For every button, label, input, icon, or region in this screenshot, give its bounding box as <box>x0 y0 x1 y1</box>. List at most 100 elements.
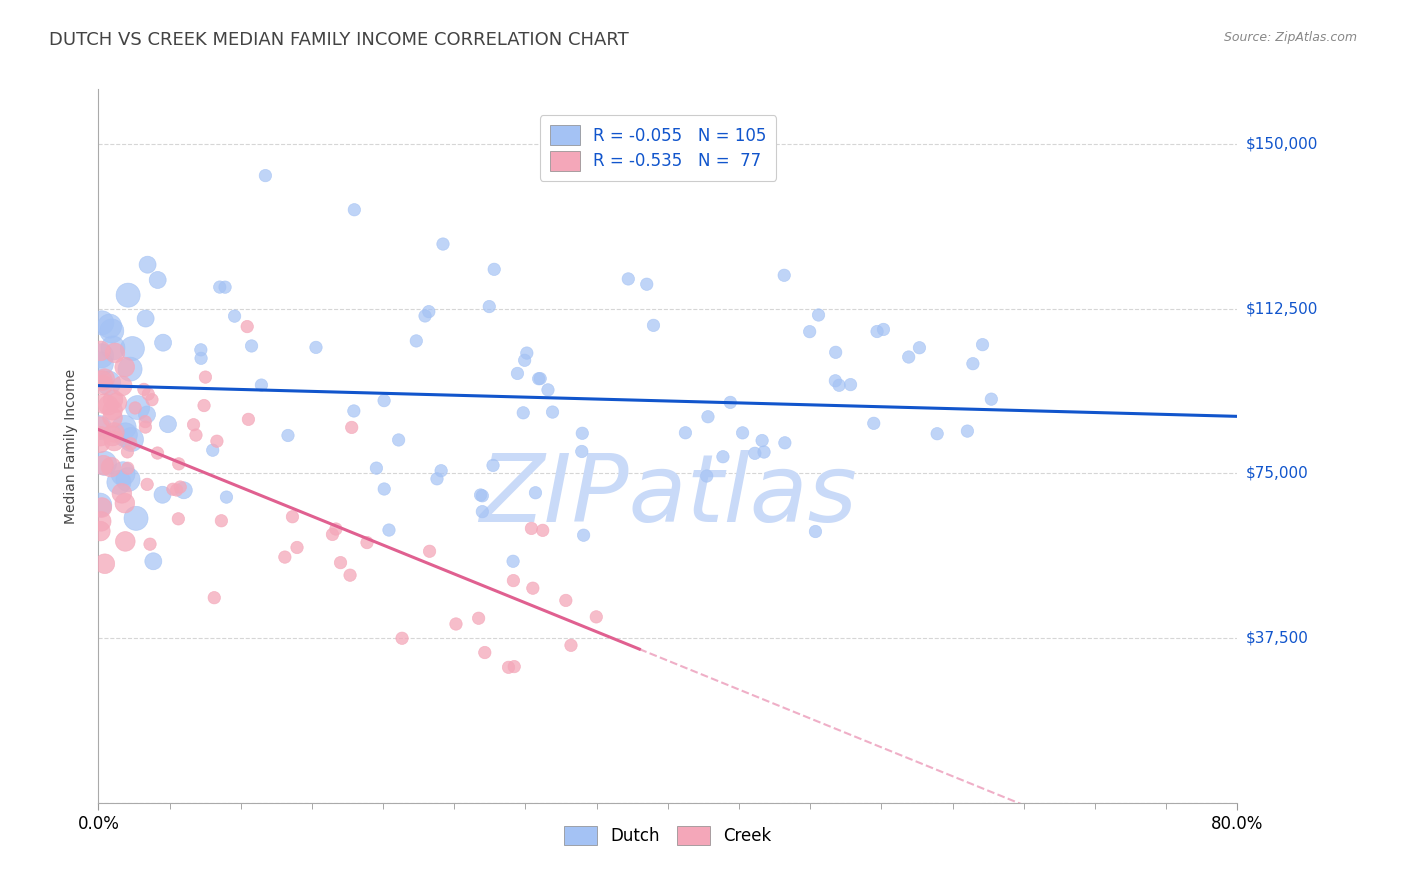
Point <box>98 319 121 334</box>
Point <box>807 308 830 322</box>
Point <box>90 343 112 358</box>
Text: $37,500: $37,500 <box>1246 631 1309 646</box>
Point <box>636 277 658 292</box>
Point <box>277 428 299 442</box>
Point <box>183 417 205 432</box>
Point <box>498 660 520 674</box>
Point <box>101 341 124 355</box>
Point <box>101 410 124 425</box>
Point <box>773 435 796 450</box>
Point <box>897 350 920 364</box>
Point <box>190 351 212 366</box>
Point <box>134 420 156 434</box>
Point <box>100 324 122 338</box>
Point <box>516 346 538 360</box>
Point <box>824 345 846 359</box>
Point <box>208 280 231 294</box>
Point <box>470 488 492 502</box>
Point <box>339 568 361 582</box>
Point <box>194 370 217 384</box>
Point <box>378 523 401 537</box>
Point <box>214 280 236 294</box>
Point <box>744 446 766 460</box>
Point <box>120 362 142 376</box>
Point <box>238 412 260 426</box>
Point <box>89 419 111 434</box>
Point <box>696 469 718 483</box>
Point <box>413 309 436 323</box>
Point <box>101 403 124 417</box>
Point <box>89 429 111 443</box>
Point <box>418 304 440 318</box>
Point <box>711 450 734 464</box>
Point <box>531 524 554 538</box>
Point <box>571 444 593 458</box>
Point <box>125 511 148 525</box>
Point <box>506 367 529 381</box>
Point <box>718 395 741 409</box>
Point <box>146 446 169 460</box>
Point <box>152 488 174 502</box>
Point <box>862 417 884 431</box>
Point <box>773 268 796 283</box>
Point <box>111 379 134 393</box>
Point <box>166 483 188 497</box>
Text: DUTCH VS CREEK MEDIAN FAMILY INCOME CORRELATION CHART: DUTCH VS CREEK MEDIAN FAMILY INCOME CORR… <box>49 31 628 49</box>
Point <box>97 376 120 390</box>
Point <box>305 340 328 354</box>
Point <box>502 574 524 588</box>
Point <box>430 464 453 478</box>
Point <box>329 556 352 570</box>
Point <box>527 372 550 386</box>
Point <box>193 399 215 413</box>
Point <box>100 460 122 475</box>
Text: ZIPatlas: ZIPatlas <box>479 450 856 541</box>
Point <box>135 311 157 326</box>
Point <box>169 480 191 494</box>
Point <box>343 202 366 217</box>
Point <box>478 300 501 314</box>
Point <box>105 395 128 409</box>
Point <box>373 393 395 408</box>
Point <box>117 445 139 459</box>
Text: $75,000: $75,000 <box>1246 466 1309 481</box>
Point <box>373 482 395 496</box>
Point <box>117 473 139 487</box>
Point <box>236 319 259 334</box>
Point <box>93 456 115 470</box>
Point <box>117 288 139 302</box>
Point <box>173 483 195 498</box>
Point <box>366 461 388 475</box>
Point <box>340 420 363 434</box>
Point <box>471 489 494 503</box>
Point <box>585 610 607 624</box>
Point <box>731 425 754 440</box>
Point <box>872 322 894 336</box>
Point <box>136 408 159 422</box>
Point <box>146 273 169 287</box>
Point <box>209 514 232 528</box>
Point <box>112 420 135 434</box>
Point <box>117 461 139 475</box>
Point <box>240 339 263 353</box>
Point <box>120 437 142 451</box>
Point <box>104 346 127 360</box>
Point <box>467 611 489 625</box>
Point <box>254 169 277 183</box>
Point <box>90 514 112 528</box>
Point <box>101 429 124 443</box>
Point <box>139 537 162 551</box>
Point <box>108 475 131 490</box>
Point <box>972 337 994 351</box>
Point <box>205 434 228 449</box>
Point <box>136 387 159 401</box>
Point <box>824 374 846 388</box>
Point <box>90 316 112 330</box>
Point <box>152 335 174 350</box>
Point <box>127 401 149 415</box>
Point <box>513 353 536 368</box>
Point <box>444 617 467 632</box>
Point <box>224 309 246 323</box>
Point <box>751 434 773 448</box>
Point <box>141 392 163 407</box>
